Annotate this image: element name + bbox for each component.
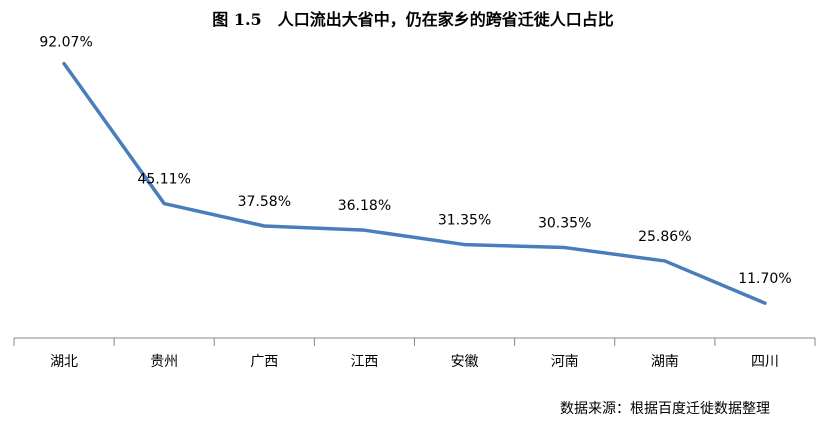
x-tick-label: 贵州 (150, 354, 178, 370)
x-tick-label: 河南 (551, 354, 579, 370)
data-label: 36.18% (338, 198, 391, 214)
x-tick-label: 江西 (350, 354, 378, 370)
x-tick-label: 湖北 (50, 354, 78, 370)
source-note: 数据来源：根据百度迁徙数据整理 (560, 401, 770, 417)
x-tick-label: 湖南 (651, 354, 679, 370)
chart-title: 图 1.5 人口流出大省中，仍在家乡的跨省迁徙人口占比 (212, 10, 614, 29)
data-label: 37.58% (238, 194, 291, 210)
x-tick-label: 广西 (250, 354, 278, 370)
x-axis-ticks (13, 338, 816, 346)
x-tick-label: 安徽 (451, 354, 479, 370)
series-line (62, 61, 767, 305)
data-label: 30.35% (538, 216, 591, 232)
data-label: 92.07% (39, 35, 92, 51)
x-tick-label: 四川 (751, 354, 779, 370)
data-label: 45.11% (137, 172, 190, 188)
data-label: 25.86% (638, 229, 691, 245)
data-label: 31.35% (438, 213, 491, 229)
data-labels: 92.07% 45.11% 37.58% 36.18% 31.35% 30.35% 25.8… (39, 35, 791, 288)
data-label: 11.70% (738, 271, 791, 287)
x-axis-tick-labels: 湖北 贵州 广西 江西 安徽 河南 湖南 四川 (50, 354, 779, 370)
